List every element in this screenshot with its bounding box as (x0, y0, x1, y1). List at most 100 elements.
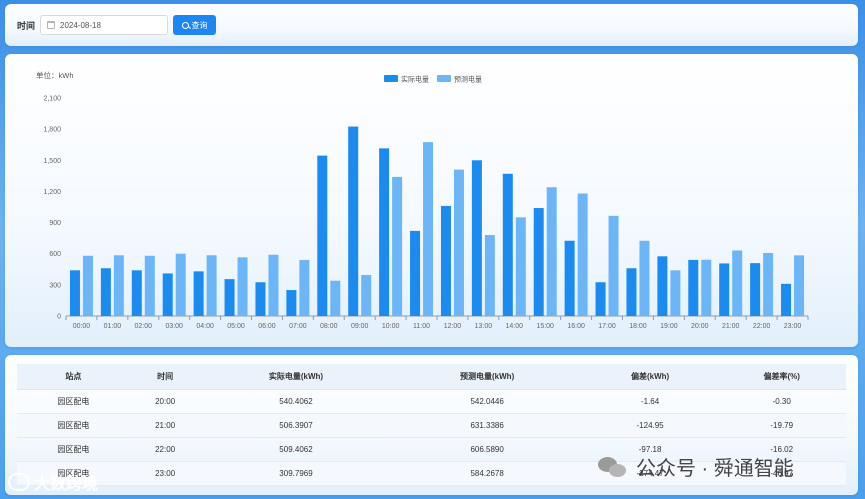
chart-panel: 单位：kWh 实际电量 预测电量 0 300 600 900 1,200 1,500 1,800 2… (5, 54, 858, 347)
x-tick-label: 05:00 (227, 323, 245, 330)
column-header: 偏差(kWh) (582, 364, 718, 390)
table-cell: 631.3386 (391, 413, 583, 438)
table-cell: -0.30 (717, 389, 846, 414)
table-cell: -1.64 (582, 389, 718, 414)
y-tick-label: 900 (49, 220, 61, 227)
actual-bar (719, 263, 730, 316)
x-tick-label: 12:00 (444, 323, 462, 330)
y-tick-label: 1,800 (43, 127, 61, 134)
legend-label: 预测电量 (454, 75, 482, 84)
table-header-row: 站点 时间 实际电量(kWh) 预测电量(kWh) 偏差(kWh) 偏差率(%) (17, 364, 846, 390)
forecast-bar (577, 193, 588, 316)
forecast-bar (82, 255, 93, 316)
actual-bar (69, 270, 80, 316)
forecast-bar (423, 142, 434, 316)
x-tick-label: 10:00 (382, 323, 400, 330)
forecast-bar (299, 259, 310, 316)
y-tick-label: 1,200 (43, 189, 61, 196)
forecast-bar (546, 187, 557, 316)
table-row[interactable]: 园区配电 22:00 509.4062 606.5890 -97.18 -16.… (17, 437, 846, 462)
forecast-bar (453, 169, 464, 316)
table-cell: 506.3907 (200, 413, 392, 438)
y-tick-label: 2,100 (43, 96, 61, 103)
forecast-bar (175, 253, 186, 316)
x-tick-label: 04:00 (196, 323, 214, 330)
table-cell: 22:00 (129, 437, 201, 462)
actual-bar (348, 126, 359, 316)
table-cell: -19.79 (717, 413, 846, 438)
column-header: 时间 (129, 364, 201, 390)
x-tick-label: 17:00 (598, 323, 616, 330)
watermark-left-text: 大数跨境 (34, 476, 99, 493)
time-label: 时间 (17, 21, 36, 31)
table-cell: 园区配电 (17, 413, 130, 438)
actual-bar (471, 160, 482, 316)
forecast-bar (361, 274, 372, 316)
forecast-bar (701, 259, 712, 316)
watermark-logo-icon (8, 473, 30, 491)
table-cell: 540.4062 (200, 389, 392, 414)
actual-bar (379, 148, 390, 316)
actual-bar (595, 282, 606, 316)
actual-bar (193, 271, 204, 316)
actual-bar (440, 205, 451, 316)
forecast-bar (639, 240, 650, 316)
table-cell: 309.7969 (200, 461, 392, 486)
actual-bar (533, 208, 544, 316)
table-cell: -124.95 (582, 413, 718, 438)
x-tick-label: 23:00 (784, 323, 802, 330)
table-row[interactable]: 园区配电 23:00 309.7969 584.2678 -274.47 -46… (17, 461, 846, 486)
table-cell: -16.02 (717, 437, 846, 462)
x-tick-label: 00:00 (73, 323, 91, 330)
table-row[interactable]: 园区配电 20:00 540.4062 542.0446 -1.64 -0.30 (17, 389, 846, 414)
table-cell: -46.97 (717, 461, 846, 486)
x-tick-label: 02:00 (135, 323, 153, 330)
table-cell: 542.0446 (391, 389, 583, 414)
forecast-bar (237, 257, 248, 316)
forecast-bar (392, 176, 403, 316)
forecast-bar (330, 280, 341, 316)
x-tick-label: 14:00 (506, 323, 524, 330)
date-value: 2024-08-18 (60, 20, 101, 30)
actual-bar (502, 173, 513, 316)
table-cell: 23:00 (129, 461, 201, 486)
table-cell: 园区配电 (17, 437, 130, 462)
actual-bar (162, 273, 173, 316)
x-tick-label: 06:00 (258, 323, 276, 330)
actual-bar (410, 230, 421, 316)
forecast-bar (206, 255, 217, 316)
x-tick-label: 22:00 (753, 323, 771, 330)
y-tick-label: 300 (49, 282, 61, 289)
filter-bar: 时间 2024-08-18 查询 (5, 4, 858, 46)
forecast-bar (268, 254, 279, 316)
y-tick-label: 600 (49, 251, 61, 258)
energy-bar-chart: 单位：kWh 实际电量 预测电量 0 300 600 900 1,200 1,500 1,800 2… (36, 70, 809, 330)
data-table: 站点 时间 实际电量(kWh) 预测电量(kWh) 偏差(kWh) 偏差率(%)… (17, 364, 846, 486)
x-tick-label: 16:00 (567, 323, 585, 330)
table-cell: 606.5890 (391, 437, 583, 462)
actual-bar (224, 279, 235, 316)
watermark-right-text: 公众号 · 舜通智能 (636, 458, 794, 480)
table-cell: 509.4062 (200, 437, 392, 462)
table-row[interactable]: 园区配电 21:00 506.3907 631.3386 -124.95 -19… (17, 413, 846, 438)
query-button[interactable]: 查询 (173, 15, 216, 35)
date-picker-input[interactable]: 2024-08-18 (40, 15, 168, 35)
x-tick-label: 13:00 (475, 323, 493, 330)
x-tick-label: 08:00 (320, 323, 338, 330)
forecast-bar (608, 215, 619, 316)
actual-bar (657, 256, 668, 316)
query-button-label: 查询 (191, 20, 208, 30)
actual-bar (317, 155, 328, 316)
forecast-bar (763, 253, 774, 316)
forecast-bar (670, 270, 681, 316)
table-panel: 站点 时间 实际电量(kWh) 预测电量(kWh) 偏差(kWh) 偏差率(%)… (5, 355, 858, 495)
y-tick-label: 0 (57, 314, 61, 321)
x-tick-label: 03:00 (165, 323, 183, 330)
column-header: 实际电量(kWh) (200, 364, 392, 390)
forecast-bar (794, 255, 805, 316)
column-header: 预测电量(kWh) (391, 364, 583, 390)
x-tick-label: 11:00 (413, 323, 430, 330)
x-tick-label: 21:00 (722, 323, 740, 330)
legend-swatch (384, 75, 398, 82)
forecast-bar (484, 235, 495, 316)
